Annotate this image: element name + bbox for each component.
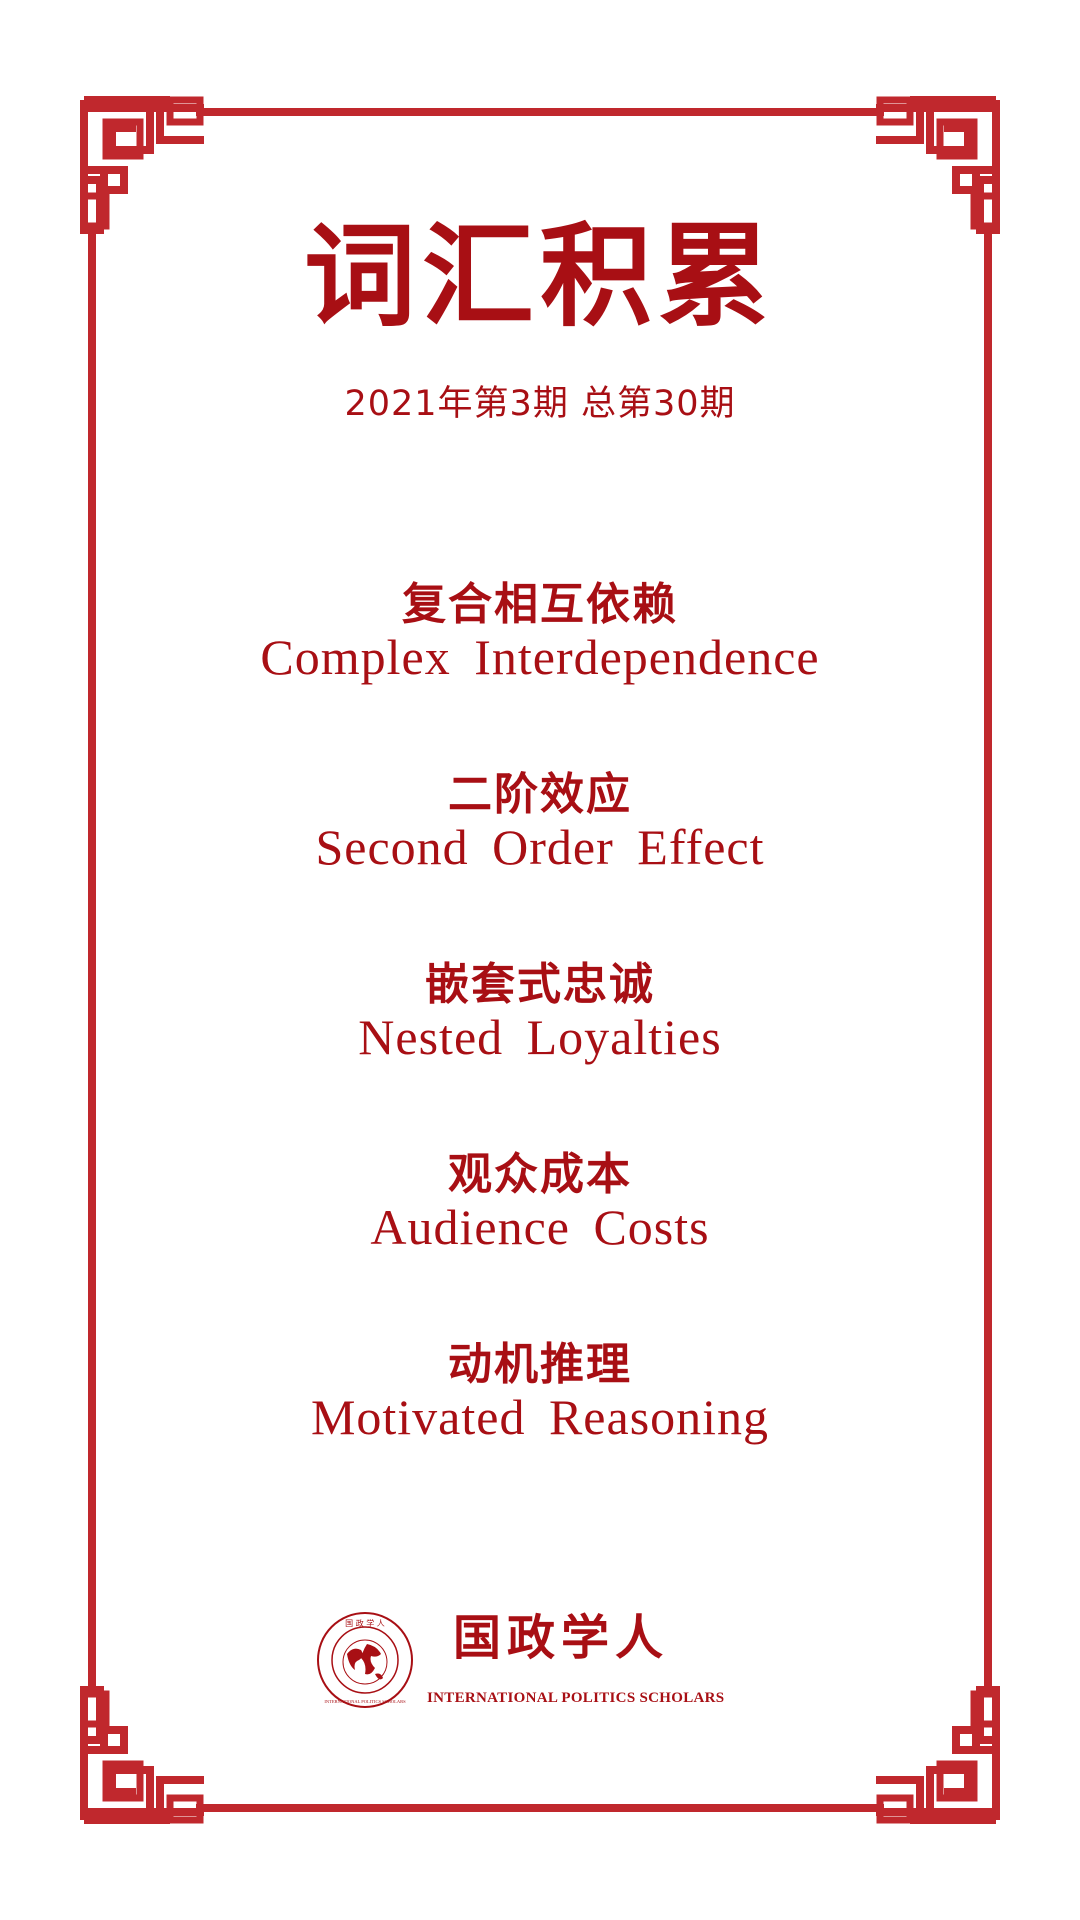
seal-top-text: 国 政 学 人 <box>345 1618 385 1628</box>
term-item: 观众成本 Audience Costs <box>0 1149 1080 1255</box>
term-english: Nested Loyalties <box>358 1009 722 1065</box>
issue-number: 2021年第3期 总第30期 <box>344 384 736 424</box>
term-english: Motivated Reasoning <box>310 1389 770 1445</box>
frame-corner-bottom-left <box>84 1690 200 1820</box>
term-item: 嵌套式忠诚 Nested Loyalties <box>0 959 1080 1065</box>
frame-corner-bottom-right <box>880 1690 996 1820</box>
term-chinese: 动机推理 <box>448 1339 632 1390</box>
term-english: Second Order Effect <box>315 819 765 875</box>
term-english: Complex Interdependence <box>260 629 820 685</box>
seal-ring-text: INTERNATIONAL POLITICS SCHOLARS <box>324 1699 406 1704</box>
brand-subtitle: INTERNATIONAL POLITICS SCHOLARS <box>427 1690 725 1706</box>
term-chinese: 复合相互依赖 <box>402 579 678 630</box>
page-title: 词汇积累 <box>304 211 776 342</box>
term-english: Audience Costs <box>370 1199 710 1255</box>
term-chinese: 嵌套式忠诚 <box>425 959 655 1010</box>
globe-seal-icon: 国 政 学 人 INTERNATIONAL POLITICS SCHOLARS <box>317 1612 413 1708</box>
brand-logo: 国 政 学 人 INTERNATIONAL POLITICS SCHOLARS … <box>315 1610 765 1730</box>
term-item: 动机推理 Motivated Reasoning <box>0 1339 1080 1445</box>
term-item: 二阶效应 Second Order Effect <box>0 769 1080 875</box>
term-item: 复合相互依赖 Complex Interdependence <box>0 579 1080 685</box>
term-chinese: 二阶效应 <box>448 769 632 820</box>
frame-corner-top-left <box>84 100 200 230</box>
frame-corner-top-right <box>880 100 996 230</box>
brand-name: 国政学人 <box>453 1610 670 1666</box>
term-chinese: 观众成本 <box>448 1149 632 1200</box>
